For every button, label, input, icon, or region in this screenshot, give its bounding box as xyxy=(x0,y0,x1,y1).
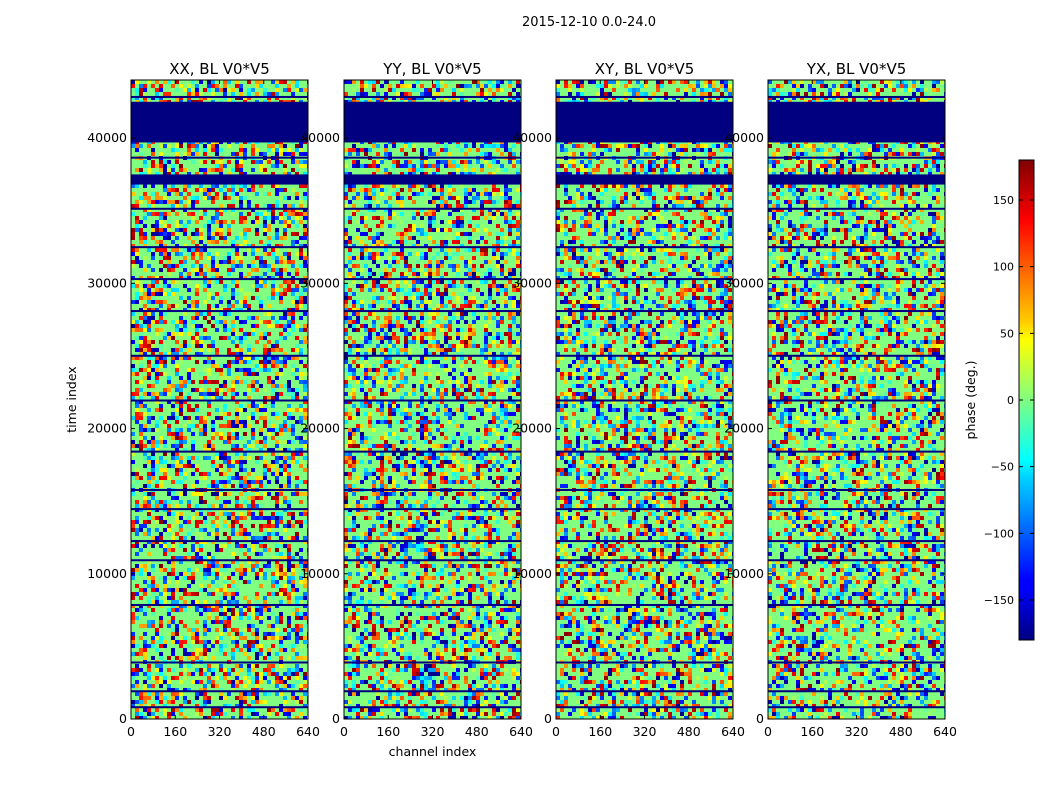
x-tick-label: 640 xyxy=(721,724,745,739)
x-tick-label: 480 xyxy=(465,724,489,739)
panel-title: YY, BL V0*V5 xyxy=(382,60,481,78)
figure-title: 2015-12-10 0.0-24.0 xyxy=(522,15,656,30)
colorbar-tick-label: −50 xyxy=(991,461,1014,474)
colorbar-tick-label: −150 xyxy=(984,594,1014,607)
panel-title: XX, BL V0*V5 xyxy=(169,60,270,78)
x-axis-label: channel index xyxy=(389,744,477,759)
panel-4: YX, BL V0*V5 0 160 320 480 640 0 10000 20000 3000… xyxy=(724,60,957,739)
x-tick-label: 160 xyxy=(800,724,824,739)
y-tick-label: 30000 xyxy=(724,275,764,290)
y-tick-label: 40000 xyxy=(87,130,127,145)
x-tick-label: 0 xyxy=(127,724,135,739)
y-tick-label: 30000 xyxy=(300,275,340,290)
x-tick-label: 480 xyxy=(889,724,913,739)
y-tick-label: 20000 xyxy=(512,421,552,436)
panel-3: XY, BL V0*V5 0 160 320 480 640 0 10000 20000 3000… xyxy=(512,60,745,739)
y-tick-label: 10000 xyxy=(87,566,127,581)
panel-title: YX, BL V0*V5 xyxy=(806,60,907,78)
colorbar-tick-label: −100 xyxy=(984,527,1014,540)
colorbar: 150 100 50 0 −50 −100 −150 phase (deg.) xyxy=(963,159,1035,641)
panel-1: XX, BL V0*V5 0 160 320 480 640 0 10000 20000 3000… xyxy=(64,60,320,739)
y-tick-label: 20000 xyxy=(87,421,127,436)
y-tick-label: 0 xyxy=(756,711,764,726)
heatmap-texture xyxy=(768,80,945,719)
y-tick-label: 40000 xyxy=(724,130,764,145)
panel-title: XY, BL V0*V5 xyxy=(595,60,695,78)
x-tick-label: 160 xyxy=(588,724,612,739)
y-tick-label: 30000 xyxy=(512,275,552,290)
x-tick-label: 480 xyxy=(677,724,701,739)
colorbar-tick-label: 50 xyxy=(1000,327,1014,340)
y-tick-label: 40000 xyxy=(300,130,340,145)
colorbar-tick-label: 100 xyxy=(993,261,1014,274)
panels: XX, BL V0*V5 0 160 320 480 640 0 10000 20000 3000… xyxy=(64,60,957,759)
y-tick-label: 10000 xyxy=(300,566,340,581)
x-tick-label: 0 xyxy=(764,724,772,739)
panel-2: YY, BL V0*V5 0 160 320 480 640 0 10000 20000 3000… xyxy=(300,60,533,759)
x-tick-label: 320 xyxy=(633,724,657,739)
x-tick-label: 320 xyxy=(208,724,232,739)
x-tick-label: 480 xyxy=(252,724,276,739)
y-tick-label: 0 xyxy=(544,711,552,726)
x-tick-label: 640 xyxy=(933,724,957,739)
x-tick-label: 160 xyxy=(163,724,187,739)
colorbar-tick-label: 0 xyxy=(1007,394,1014,407)
heatmap-texture xyxy=(556,80,733,719)
x-tick-label: 0 xyxy=(552,724,560,739)
x-tick-label: 320 xyxy=(845,724,869,739)
y-tick-label: 40000 xyxy=(512,130,552,145)
y-tick-label: 10000 xyxy=(724,566,764,581)
x-tick-label: 320 xyxy=(421,724,445,739)
colorbar-tick-label: 150 xyxy=(993,194,1014,207)
x-tick-label: 640 xyxy=(296,724,320,739)
x-tick-label: 640 xyxy=(509,724,533,739)
y-axis-label: time index xyxy=(64,366,79,432)
y-tick-label: 30000 xyxy=(87,275,127,290)
x-tick-label: 0 xyxy=(340,724,348,739)
y-tick-label: 20000 xyxy=(300,421,340,436)
colorbar-label: phase (deg.) xyxy=(963,361,978,440)
y-tick-label: 10000 xyxy=(512,566,552,581)
y-tick-label: 20000 xyxy=(724,421,764,436)
x-tick-label: 160 xyxy=(376,724,400,739)
y-tick-label: 0 xyxy=(332,711,340,726)
y-tick-label: 0 xyxy=(119,711,127,726)
